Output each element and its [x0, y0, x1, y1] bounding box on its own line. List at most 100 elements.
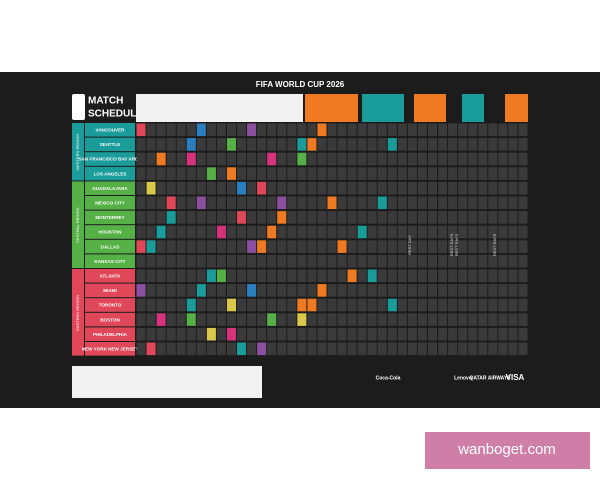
- schedule-cell: [367, 327, 377, 341]
- schedule-cell: [237, 123, 247, 137]
- schedule-cell: [216, 123, 226, 137]
- schedule-cell: [196, 138, 206, 151]
- schedule-cell: [267, 298, 277, 312]
- schedule-cell: [367, 284, 377, 297]
- schedule-cell: [438, 211, 448, 224]
- schedule-cell: [347, 240, 357, 253]
- schedule-cell: [166, 152, 176, 166]
- schedule-cell: [257, 298, 267, 312]
- schedule-cell: [458, 327, 468, 341]
- rest-day-label: REST DAY: [407, 235, 412, 255]
- schedule-cell: [518, 327, 528, 341]
- schedule-cell: [196, 240, 206, 253]
- schedule-cell: [508, 123, 518, 137]
- rest-day-label: REST DAYS: [449, 234, 454, 257]
- schedule-cell: [377, 196, 387, 210]
- schedule-cell: [518, 138, 528, 151]
- city-name: GUADALAJARA: [92, 186, 128, 191]
- schedule-cell: [156, 254, 166, 268]
- schedule-cell: [237, 342, 247, 356]
- schedule-cell: [478, 327, 488, 341]
- schedule-cell: [518, 181, 528, 195]
- schedule-cell: [277, 284, 287, 297]
- schedule-cell: [327, 225, 337, 239]
- schedule-cell: [186, 240, 196, 253]
- schedule-cell: [468, 225, 478, 239]
- schedule-cell: [277, 152, 287, 166]
- schedule-cell: [226, 123, 237, 137]
- schedule-cell: [417, 123, 427, 137]
- schedule-cell: [377, 298, 387, 312]
- schedule-cell: [387, 240, 397, 253]
- schedule-cell: [186, 254, 196, 268]
- schedule-cell: [417, 196, 427, 210]
- schedule-cell: [508, 152, 518, 166]
- schedule-cell: [427, 138, 438, 151]
- schedule-cell: [448, 196, 458, 210]
- city-name: SEATTLE: [100, 142, 121, 147]
- schedule-cell: [337, 225, 347, 239]
- schedule-cell: [357, 211, 367, 224]
- schedule-cell: [427, 152, 438, 166]
- schedule-cell: [297, 225, 307, 239]
- schedule-cell: [257, 138, 267, 151]
- schedule-cell: [257, 327, 267, 341]
- poster-title: FIFA WORLD CUP 2026: [256, 80, 345, 89]
- schedule-cell: [448, 181, 458, 195]
- schedule-cell: [277, 254, 287, 268]
- schedule-cell: [166, 211, 176, 224]
- schedule-cell: [136, 211, 146, 224]
- schedule-cell: [287, 269, 297, 283]
- schedule-cell: [377, 152, 387, 166]
- schedule-cell: [387, 298, 397, 312]
- schedule-cell: [387, 313, 397, 326]
- schedule-cell: [287, 327, 297, 341]
- schedule-cell: [226, 313, 237, 326]
- schedule-cell: [417, 254, 427, 268]
- schedule-cell: [287, 284, 297, 297]
- region-bar: [72, 269, 84, 356]
- schedule-cell: [166, 167, 176, 180]
- schedule-cell: [196, 298, 206, 312]
- schedule-cell: [498, 269, 508, 283]
- schedule-cell: [458, 181, 468, 195]
- schedule-cell: [206, 313, 216, 326]
- schedule-cell: [458, 240, 468, 253]
- schedule-cell: [327, 269, 337, 283]
- schedule-cell: [307, 167, 317, 180]
- schedule-cell: [267, 196, 277, 210]
- schedule-cell: [407, 313, 417, 326]
- schedule-cell: [448, 152, 458, 166]
- schedule-cell: [417, 167, 427, 180]
- schedule-cell: [237, 240, 247, 253]
- schedule-cell: [357, 298, 367, 312]
- schedule-cell: [387, 181, 397, 195]
- schedule-cell: [407, 327, 417, 341]
- schedule-cell: [498, 196, 508, 210]
- schedule-cell: [257, 181, 267, 195]
- schedule-cell: [297, 196, 307, 210]
- schedule-cell: [176, 123, 186, 137]
- city-name: PHILADELPHIA: [93, 332, 128, 337]
- schedule-cell: [287, 196, 297, 210]
- schedule-cell: [357, 123, 367, 137]
- schedule-cell: [357, 138, 367, 151]
- schedule-cell: [287, 181, 297, 195]
- schedule-cell: [397, 138, 407, 151]
- schedule-cell: [237, 181, 247, 195]
- schedule-cell: [438, 269, 448, 283]
- schedule-cell: [478, 138, 488, 151]
- schedule-cell: [287, 342, 297, 356]
- schedule-cell: [287, 138, 297, 151]
- schedule-cell: [458, 211, 468, 224]
- schedule-cell: [247, 225, 257, 239]
- schedule-cell: [307, 298, 317, 312]
- schedule-cell: [216, 284, 226, 297]
- schedule-cell: [357, 167, 367, 180]
- schedule-cell: [498, 284, 508, 297]
- schedule-cell: [277, 269, 287, 283]
- schedule-cell: [136, 181, 146, 195]
- schedule-cell: [397, 181, 407, 195]
- schedule-cell: [277, 123, 287, 137]
- schedule-cell: [367, 211, 377, 224]
